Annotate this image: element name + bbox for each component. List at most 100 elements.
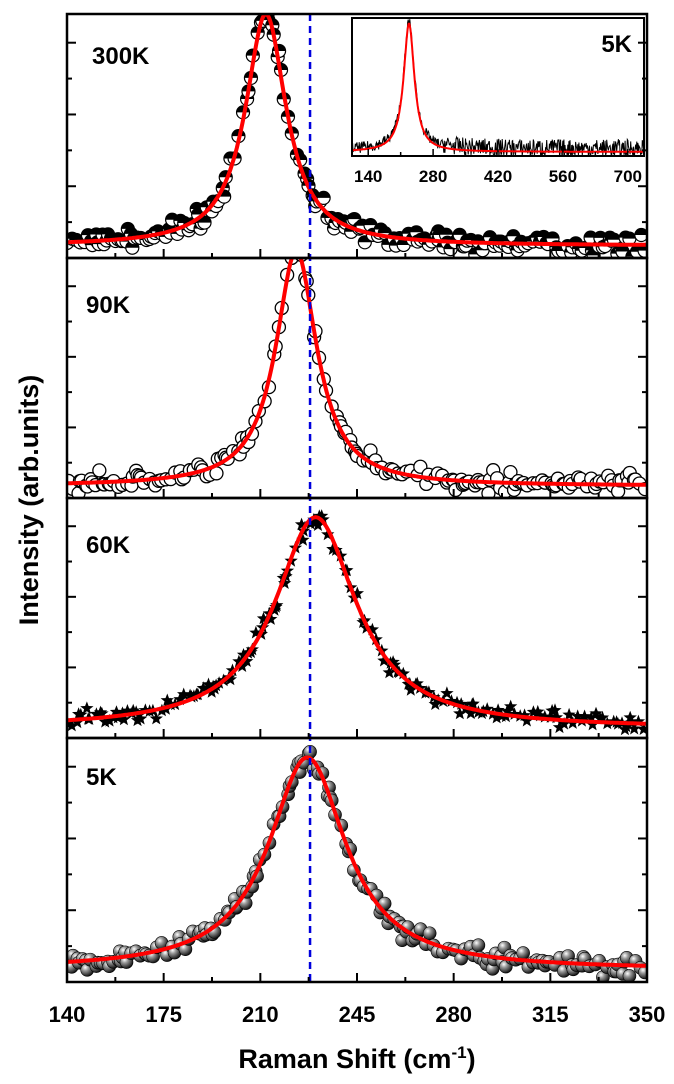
- data-point: [507, 707, 522, 720]
- data-point: [634, 227, 647, 243]
- data-point: [223, 672, 237, 686]
- data-point: [422, 685, 436, 698]
- data-point: [453, 706, 467, 720]
- data-point: [517, 708, 532, 722]
- data-point: [225, 663, 240, 677]
- data-point: [622, 969, 637, 982]
- data-point: [404, 683, 418, 696]
- x-tick-label: 245: [339, 1002, 376, 1027]
- data-point: [531, 704, 545, 718]
- data-point: [89, 707, 104, 720]
- panel-5k-label: 5K: [86, 764, 117, 791]
- data-point: [506, 229, 521, 244]
- data-point: [516, 946, 530, 960]
- data-point: [589, 706, 603, 720]
- data-point: [95, 706, 109, 720]
- data-point: [294, 240, 307, 253]
- inset-tick-labels: 140 280 420 560 700: [354, 167, 642, 186]
- x-tick-label: 280: [435, 1002, 472, 1027]
- data-point: [201, 677, 216, 691]
- data-point: [471, 938, 486, 953]
- panel-90k-markers: [67, 240, 647, 498]
- data-point: [491, 703, 505, 716]
- y-axis-title: Intensity (arb.units): [14, 375, 44, 626]
- data-point: [270, 598, 284, 612]
- panel-60k-fit-line: [67, 515, 647, 726]
- data-point: [149, 711, 163, 725]
- inset-tick-label: 560: [549, 167, 577, 186]
- x-axis-title: Raman Shift (cm-1): [238, 1043, 475, 1074]
- data-point: [232, 654, 246, 668]
- data-point: [117, 712, 131, 726]
- data-point: [548, 703, 562, 716]
- data-point: [396, 666, 410, 680]
- data-point: [595, 710, 610, 724]
- data-point: [386, 655, 400, 668]
- data-point: [584, 710, 598, 724]
- inset-tick-label: 140: [354, 167, 382, 186]
- x-tick-label: 350: [629, 1002, 666, 1027]
- data-point: [504, 699, 518, 713]
- panel-60k-markers: [67, 509, 647, 736]
- data-point: [160, 693, 174, 707]
- data-point: [290, 244, 303, 257]
- inset-label: 5K: [601, 31, 632, 58]
- data-point: [98, 715, 112, 728]
- data-point: [466, 696, 480, 710]
- data-point: [526, 705, 541, 718]
- data-point: [382, 665, 396, 679]
- x-tick-label: 175: [145, 1002, 182, 1027]
- panel-90k-label: 90K: [86, 292, 131, 319]
- panel-5k-fit-line: [67, 755, 647, 968]
- data-point: [70, 715, 84, 729]
- panel-5k: 5K: [67, 745, 647, 982]
- data-point: [350, 586, 364, 600]
- data-point: [585, 717, 600, 731]
- data-point: [340, 563, 354, 577]
- data-point: [544, 710, 558, 723]
- frame-60k: [65, 496, 649, 740]
- data-point: [256, 611, 271, 625]
- x-tick-label: 315: [532, 1002, 569, 1027]
- panel-300k-label: 300K: [92, 43, 150, 70]
- data-point: [422, 926, 437, 941]
- data-point: [264, 612, 278, 625]
- inset-tick-label: 420: [484, 167, 512, 186]
- data-point: [321, 527, 335, 541]
- panel-90k-fit-line: [67, 258, 647, 487]
- data-point: [115, 706, 130, 720]
- data-point: [557, 717, 571, 730]
- data-point: [538, 709, 552, 723]
- panel-60k-label: 60K: [86, 532, 131, 559]
- data-point: [120, 704, 135, 717]
- inset-tick-label: 700: [614, 167, 642, 186]
- data-point: [278, 576, 292, 589]
- data-point: [191, 687, 205, 701]
- data-point: [315, 509, 329, 522]
- data-point: [562, 707, 576, 721]
- data-point: [294, 517, 309, 531]
- data-point: [377, 653, 391, 667]
- data-point: [520, 713, 534, 727]
- data-point: [133, 711, 148, 725]
- data-point: [365, 622, 379, 636]
- data-point: [80, 701, 94, 714]
- data-point: [571, 709, 585, 722]
- panel-90k: 90K: [67, 240, 647, 498]
- data-point: [235, 659, 249, 672]
- data-point: [631, 714, 646, 728]
- panel-300k: 300K: [67, 14, 647, 258]
- panel-60k: 60K: [67, 509, 647, 736]
- data-point: [102, 713, 117, 727]
- data-point: [481, 486, 496, 498]
- data-point: [130, 713, 145, 727]
- data-point: [440, 686, 454, 699]
- axis-ticks: [66, 41, 648, 982]
- data-point: [74, 707, 88, 721]
- inset-frame-bg: [352, 18, 644, 156]
- inset-tick-label: 280: [419, 167, 447, 186]
- data-point: [177, 687, 191, 701]
- data-point: [311, 518, 325, 531]
- data-point: [236, 648, 251, 661]
